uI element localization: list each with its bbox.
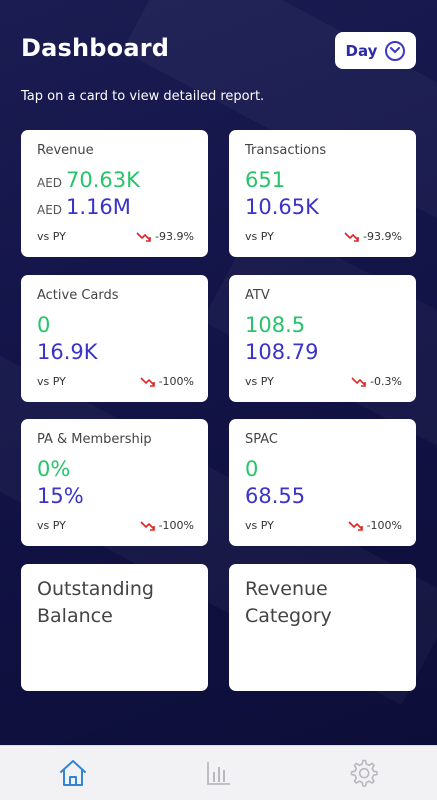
period-dropdown[interactable]: Day — [335, 32, 416, 69]
trend-down-icon — [351, 376, 366, 387]
card-title: SPAC — [245, 432, 279, 447]
current-value: 70.63K — [66, 168, 140, 192]
card-title: Outstanding Balance — [37, 578, 154, 627]
trend-down-icon — [140, 376, 155, 387]
current-value: 0 — [37, 313, 51, 337]
home-icon — [60, 760, 86, 786]
card-title: Revenue Category — [245, 578, 332, 627]
change-percent: -0.3% — [370, 375, 402, 388]
card-title: Revenue — [37, 143, 94, 158]
gear-icon — [350, 759, 378, 787]
change-percent: -100% — [366, 519, 402, 532]
card-revenue[interactable]: Revenue AED 70.63K AED 1.16M vs PY -93.9… — [21, 130, 208, 257]
card-transactions[interactable]: Transactions 651 10.65K vs PY -93.9% — [229, 130, 416, 257]
currency-label: AED — [37, 176, 63, 190]
previous-value: 68.55 — [245, 484, 306, 508]
previous-value: 15% — [37, 484, 84, 508]
card-title: PA & Membership — [37, 432, 152, 447]
previous-value: 16.9K — [37, 340, 98, 364]
comparison-label: vs PY — [37, 375, 66, 388]
trend-down-icon — [140, 520, 155, 531]
previous-value: 108.79 — [245, 340, 319, 364]
trend-down-icon — [344, 231, 359, 242]
card-atv[interactable]: ATV 108.5 108.79 vs PY -0.3% — [229, 275, 416, 402]
current-value: 651 — [245, 168, 286, 192]
change-percent: -100% — [158, 519, 194, 532]
period-dropdown-value: Day — [345, 41, 378, 60]
comparison-label: vs PY — [245, 230, 274, 243]
tab-settings[interactable] — [349, 758, 379, 788]
card-pa-membership[interactable]: PA & Membership 0% 15% vs PY -100% — [21, 419, 208, 546]
card-title: ATV — [245, 288, 270, 303]
chevron-down-icon — [385, 40, 406, 61]
current-value: 0% — [37, 457, 71, 481]
comparison-label: vs PY — [37, 519, 66, 532]
trend-down-icon — [348, 520, 363, 531]
change-percent: -93.9% — [155, 230, 194, 243]
current-value: 108.5 — [245, 313, 306, 337]
comparison-label: vs PY — [245, 519, 274, 532]
previous-value: 1.16M — [66, 195, 131, 219]
card-title: Transactions — [245, 143, 327, 158]
comparison-label: vs PY — [37, 230, 66, 243]
bar-chart-icon — [207, 762, 230, 785]
currency-label: AED — [37, 203, 63, 217]
change-percent: -100% — [158, 375, 194, 388]
tab-reports[interactable] — [204, 758, 234, 788]
previous-value: 10.65K — [245, 195, 319, 219]
tab-home[interactable] — [58, 758, 88, 788]
page-title: Dashboard — [21, 34, 170, 62]
card-active-cards[interactable]: Active Cards 0 16.9K vs PY -100% — [21, 275, 208, 402]
card-spac[interactable]: SPAC 0 68.55 vs PY -100% — [229, 419, 416, 546]
card-title: Active Cards — [37, 288, 119, 303]
bottom-tab-bar — [0, 745, 437, 800]
comparison-label: vs PY — [245, 375, 274, 388]
current-value: 0 — [245, 457, 259, 481]
card-outstanding-balance[interactable]: Outstanding Balance — [21, 564, 208, 691]
trend-down-icon — [136, 231, 151, 242]
change-percent: -93.9% — [363, 230, 402, 243]
card-revenue-category[interactable]: Revenue Category — [229, 564, 416, 691]
instruction-text: Tap on a card to view detailed report. — [21, 89, 265, 104]
